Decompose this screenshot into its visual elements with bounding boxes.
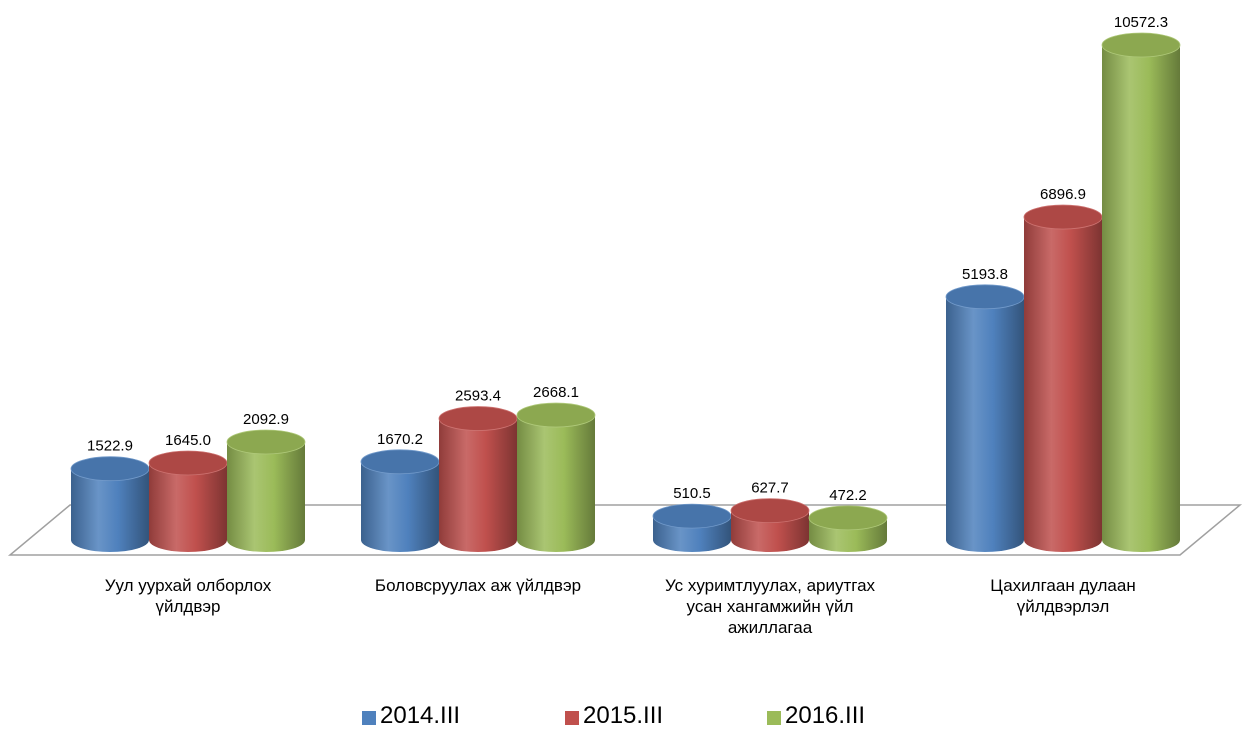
data-label: 1645.0 xyxy=(165,432,211,449)
floor xyxy=(7,504,1243,556)
data-label: 5193.8 xyxy=(962,266,1008,283)
data-label: 2593.4 xyxy=(455,388,501,405)
cylinder-top xyxy=(945,284,1025,310)
data-label: 6896.9 xyxy=(1040,186,1086,203)
x-tick-label: Цахилгаан дулаан үйлдвэрлэл xyxy=(990,576,1136,616)
cylinder-top xyxy=(1101,32,1181,58)
cylinder-top xyxy=(730,498,810,524)
legend-swatch xyxy=(362,711,376,725)
data-label: 2668.1 xyxy=(533,384,579,401)
legend-swatch xyxy=(565,711,579,725)
cylinder-top xyxy=(516,402,596,428)
cylinder-top xyxy=(148,450,228,476)
cylinder-body xyxy=(361,461,439,552)
cylinder-body xyxy=(946,296,1024,552)
data-label: 1522.9 xyxy=(87,438,133,455)
x-tick-label: Ус хуримтлуулах, ариутгах усан хангамжий… xyxy=(664,576,876,637)
cylinder-top xyxy=(438,406,518,431)
cylinder-body xyxy=(149,462,227,552)
data-label: 2092.9 xyxy=(243,411,289,428)
cylinder-body xyxy=(1102,45,1180,552)
cylinder-body xyxy=(227,442,305,552)
cylinder-top xyxy=(226,429,306,455)
x-tick-label: Уул уурхай олборлох үйлдвэр xyxy=(104,576,272,616)
cylinder-top xyxy=(652,503,732,529)
cylinder-body xyxy=(517,415,595,552)
cylinder-top xyxy=(70,456,150,482)
data-label: 627.7 xyxy=(751,480,789,497)
x-tick-label: Боловсруулах аж үйлдвэр xyxy=(374,576,582,595)
cylinder-body xyxy=(439,418,517,552)
cylinder-body xyxy=(71,468,149,552)
cylinder-top xyxy=(1023,204,1103,230)
data-label: 472.2 xyxy=(829,487,867,504)
cylinder-top xyxy=(360,449,440,475)
data-label: 10572.3 xyxy=(1114,14,1168,31)
data-label: 510.5 xyxy=(673,485,711,502)
legend-label: 2015.III xyxy=(583,702,664,729)
cylinder-body xyxy=(1024,217,1102,553)
legend-swatch xyxy=(767,711,781,725)
data-label: 1670.2 xyxy=(377,431,423,448)
cylinder-top xyxy=(808,505,888,531)
legend-label: 2016.III xyxy=(785,702,866,729)
legend-label: 2014.III xyxy=(380,702,461,729)
